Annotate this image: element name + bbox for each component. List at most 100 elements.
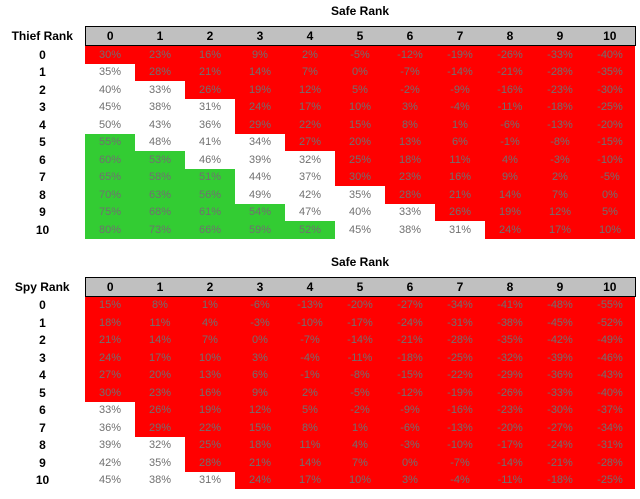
value-cell: -28% [585, 454, 635, 472]
row-header: 6 [39, 403, 46, 418]
value-cell: 32% [285, 151, 335, 169]
value-cell: -30% [585, 81, 635, 99]
value-cell: -52% [585, 314, 635, 332]
value-cell: -13% [435, 419, 485, 437]
value-cell: 45% [85, 471, 135, 489]
value-cell: 14% [235, 63, 285, 81]
value-cell: 42% [285, 186, 335, 204]
value-cell: -12% [385, 45, 435, 64]
value-cell: 11% [135, 314, 185, 332]
col-header: 9 [535, 26, 585, 46]
value-cell: 17% [285, 471, 335, 489]
value-cell: 4% [335, 436, 385, 454]
value-cell: 39% [85, 436, 135, 454]
value-cell: 47% [285, 203, 335, 221]
col-header: 6 [385, 276, 435, 297]
table-row: 4 50% 43% 36% 29% 22% 15% 8% 1% -6% -13% -20% [0, 116, 635, 134]
value-cell: 15% [235, 419, 285, 437]
value-cell: 9% [485, 168, 535, 186]
col-header: 5 [335, 26, 385, 46]
value-cell: 16% [185, 384, 235, 402]
value-cell: -16% [485, 81, 535, 99]
row-header: 0 [39, 47, 46, 62]
value-cell: -23% [485, 401, 535, 419]
value-cell: 6% [435, 133, 485, 151]
value-cell: -20% [335, 296, 385, 314]
value-cell: -17% [485, 436, 535, 454]
value-cell: 23% [135, 45, 185, 64]
value-cell: -43% [585, 366, 635, 384]
value-cell: 48% [135, 133, 185, 151]
row-header: 8 [39, 438, 46, 453]
value-cell: -14% [485, 454, 535, 472]
value-cell: -6% [235, 296, 285, 314]
table-row: 3 24% 17% 10% 3% -4% -11% -18% -25% -32% -39% -46% [0, 349, 635, 367]
value-cell: 4% [485, 151, 535, 169]
value-cell: 31% [185, 471, 235, 489]
value-cell: 28% [135, 63, 185, 81]
value-cell: 29% [135, 419, 185, 437]
value-cell: 36% [185, 116, 235, 134]
value-cell: -27% [535, 419, 585, 437]
table-row: 9 42% 35% 28% 21% 14% 7% 0% -7% -14% -21% -28% [0, 454, 635, 472]
table-row: 4 27% 20% 13% 6% -1% -8% -15% -22% -29% -36% -43% [0, 366, 635, 384]
value-cell: -8% [535, 133, 585, 151]
value-cell: -5% [335, 45, 385, 64]
value-cell: -14% [435, 63, 485, 81]
value-cell: 22% [285, 116, 335, 134]
value-cell: 21% [185, 63, 235, 81]
value-cell: 26% [435, 203, 485, 221]
value-cell: -16% [435, 401, 485, 419]
value-cell: -4% [435, 471, 485, 489]
value-cell: -19% [435, 45, 485, 64]
value-cell: -32% [485, 349, 535, 367]
value-cell: 42% [85, 454, 135, 472]
value-cell: 26% [185, 81, 235, 99]
value-cell: -35% [585, 63, 635, 81]
table-row: 1 18% 11% 4% -3% -10% -17% -24% -31% -38% -45% -52% [0, 314, 635, 332]
value-cell: 8% [385, 116, 435, 134]
row-header: 5 [39, 135, 46, 150]
value-cell: -12% [385, 384, 435, 402]
value-cell: 21% [435, 186, 485, 204]
table-row: 5 30% 23% 16% 9% 2% -5% -12% -19% -26% -33% -40% [0, 384, 635, 402]
value-cell: -3% [235, 314, 285, 332]
value-cell: -28% [435, 331, 485, 349]
value-cell: 8% [285, 419, 335, 437]
value-cell: 12% [535, 203, 585, 221]
thief-rank-table: Thief Rank 0 1 2 3 4 5 6 7 8 9 10 0 30% 23% 16% 9% 2% -5% -… [0, 26, 636, 239]
col-header: 8 [485, 26, 535, 46]
value-cell: 52% [285, 221, 335, 239]
value-cell: 14% [285, 454, 335, 472]
value-cell: -25% [435, 349, 485, 367]
value-cell: 14% [485, 186, 535, 204]
table-row: 9 75% 68% 61% 54% 47% 40% 33% 26% 19% 12% 5% [0, 203, 635, 221]
col-header: 4 [285, 26, 335, 46]
value-cell: -19% [435, 384, 485, 402]
value-cell: -9% [435, 81, 485, 99]
table-row: 3 45% 38% 31% 24% 17% 10% 3% -4% -11% -18% -25% [0, 98, 635, 116]
row-axis-label: Spy Rank [0, 277, 85, 296]
value-cell: 56% [185, 186, 235, 204]
value-cell: 39% [235, 151, 285, 169]
table-row: 2 21% 14% 7% 0% -7% -14% -21% -28% -35% -42% -49% [0, 331, 635, 349]
row-header: 3 [39, 350, 46, 365]
row-header: 1 [39, 65, 46, 80]
col-header: 0 [84, 26, 135, 46]
value-cell: 38% [385, 221, 435, 239]
value-cell: 25% [335, 151, 385, 169]
value-cell: -22% [435, 366, 485, 384]
value-cell: 7% [185, 331, 235, 349]
value-cell: -13% [535, 116, 585, 134]
value-cell: -38% [485, 314, 535, 332]
value-cell: -7% [285, 331, 335, 349]
value-cell: 38% [135, 471, 185, 489]
value-cell: 1% [335, 419, 385, 437]
value-cell: -24% [535, 436, 585, 454]
value-cell: 14% [135, 331, 185, 349]
value-cell: 16% [185, 45, 235, 64]
value-cell: 30% [335, 168, 385, 186]
value-cell: -15% [585, 133, 635, 151]
value-cell: -28% [535, 63, 585, 81]
value-cell: -26% [485, 45, 535, 64]
